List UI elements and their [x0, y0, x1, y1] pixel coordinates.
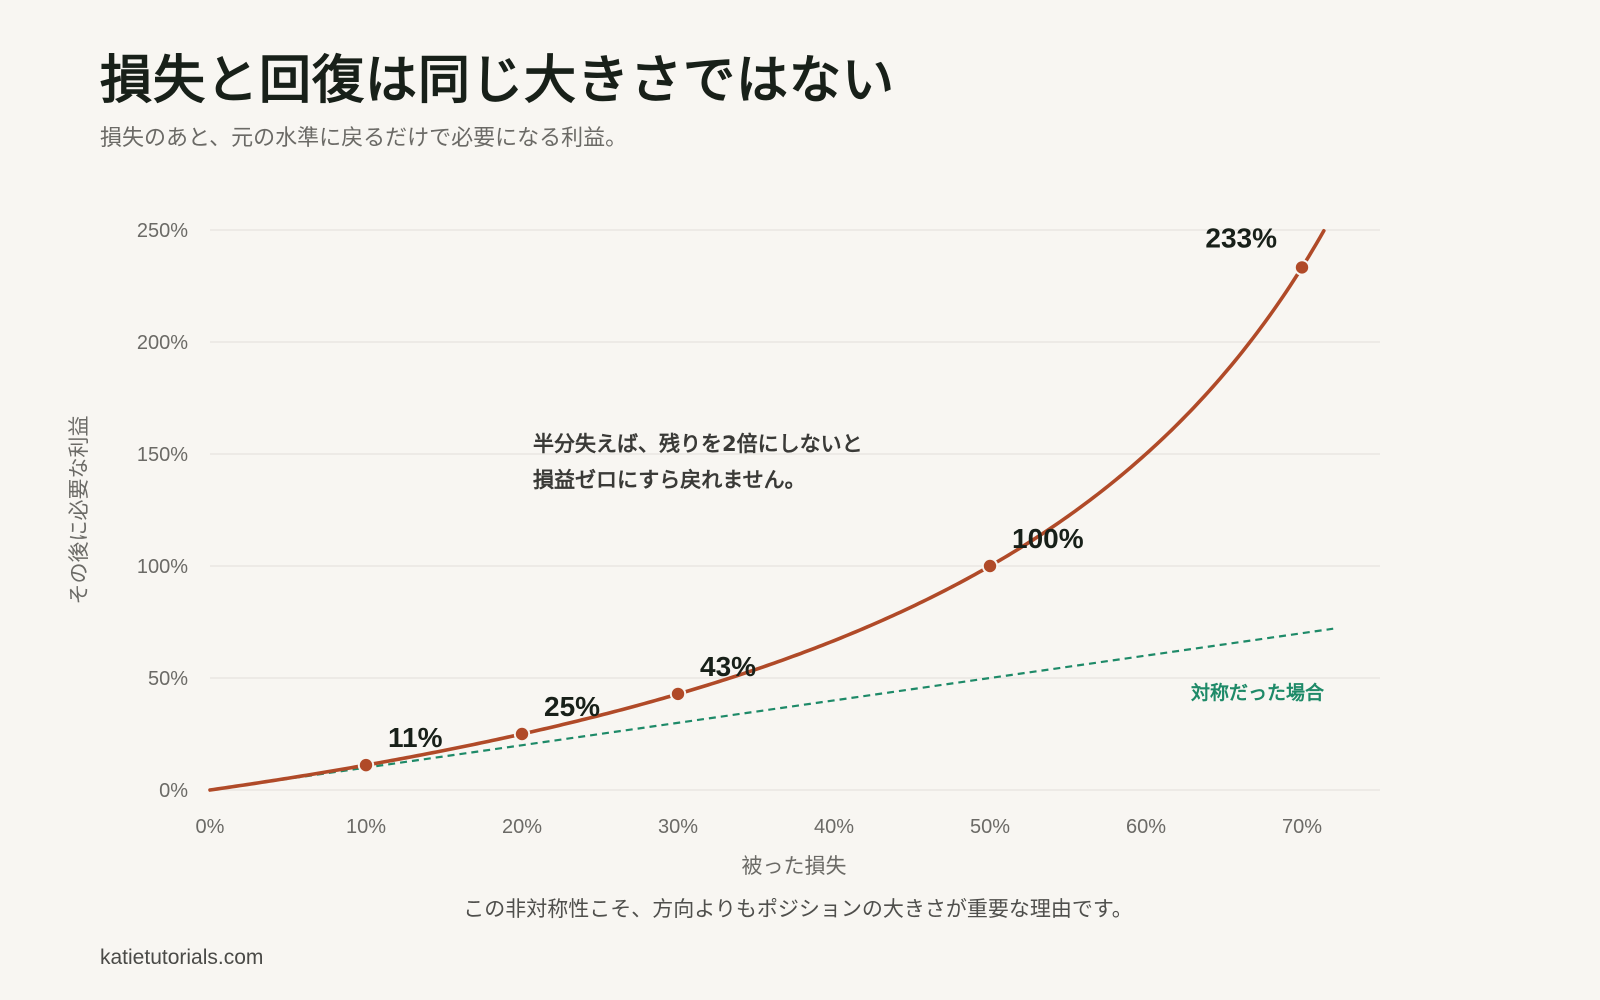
- y-tick-label: 250%: [137, 220, 188, 242]
- series: [208, 228, 1334, 792]
- highlight-point: [513, 725, 531, 743]
- page-title: 損失と回復は同じ大きさではない: [100, 51, 896, 111]
- x-tick-label: 70%: [1282, 816, 1322, 838]
- highlight-point: [1293, 259, 1311, 276]
- recovery-curve: [208, 228, 1326, 792]
- annotation-line-1: 半分失えば、残りを2倍にしないと: [533, 432, 863, 456]
- highlight-points: [357, 259, 1311, 774]
- annotation-line-2: 損益ゼロにすら戻れません。: [533, 468, 806, 492]
- y-axis-label: その後に必要な利益: [67, 416, 91, 605]
- data-labels: 11% 25% 43% 100% 233%: [388, 222, 1277, 753]
- point-label: 233%: [1205, 222, 1277, 253]
- y-axis-ticks: 0% 50% 100% 150% 200% 250%: [137, 220, 188, 802]
- page-subtitle: 損失のあと、元の水準に戻るだけで必要になる利益。: [100, 126, 628, 151]
- x-axis-ticks: 0% 10% 20% 30% 40% 50% 60% 70%: [196, 816, 1323, 838]
- point-label: 43%: [700, 651, 756, 682]
- symmetric-line: [209, 627, 1334, 792]
- x-axis-label: 被った損失: [742, 854, 847, 878]
- x-tick-label: 10%: [346, 816, 386, 838]
- x-tick-label: 40%: [814, 816, 854, 838]
- point-label: 100%: [1012, 523, 1084, 554]
- point-label: 25%: [544, 691, 600, 722]
- highlight-point: [981, 557, 999, 575]
- y-tick-label: 50%: [148, 668, 188, 690]
- chart-caption: この非対称性こそ、方向よりもポジションの大きさが重要な理由です。: [463, 897, 1132, 921]
- x-tick-label: 30%: [658, 816, 698, 838]
- highlight-point: [669, 685, 687, 703]
- point-label: 11%: [388, 722, 443, 753]
- x-tick-label: 0%: [196, 816, 225, 838]
- y-tick-label: 100%: [137, 556, 188, 578]
- x-tick-label: 50%: [970, 816, 1010, 838]
- highlight-point: [357, 756, 375, 774]
- symmetric-line-label: 対称だった場合: [1190, 681, 1325, 704]
- gridlines: [210, 229, 1380, 791]
- x-tick-label: 20%: [502, 816, 542, 838]
- y-tick-label: 150%: [137, 444, 188, 466]
- y-tick-label: 200%: [137, 332, 188, 354]
- source-credit: katietutorials.com: [100, 946, 264, 969]
- x-tick-label: 60%: [1126, 816, 1166, 838]
- y-tick-label: 0%: [159, 780, 188, 802]
